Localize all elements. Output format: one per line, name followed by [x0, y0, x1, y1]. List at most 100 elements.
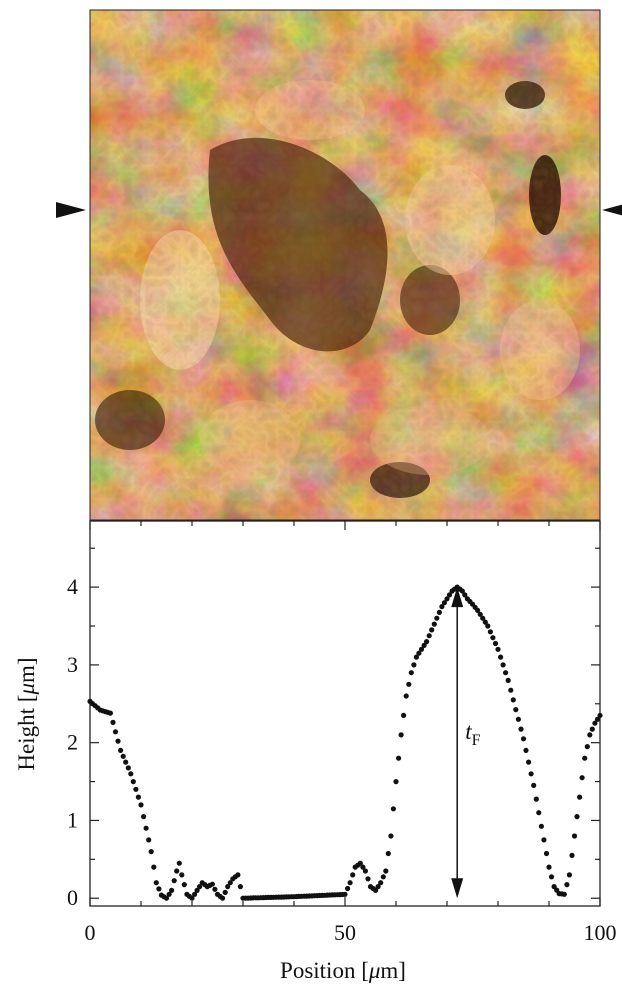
profile-point	[393, 779, 399, 785]
profile-point	[475, 607, 481, 614]
profile-point	[123, 759, 129, 765]
profile-point	[209, 881, 215, 887]
profile-point	[156, 886, 162, 892]
profile-point	[459, 588, 465, 594]
plot-frame	[89, 520, 601, 907]
profile-point	[138, 802, 144, 808]
afm-micrograph	[90, 10, 600, 520]
profile-point	[378, 880, 384, 886]
profile-point	[421, 642, 427, 649]
profile-point	[439, 604, 445, 610]
profile-point	[345, 885, 351, 892]
profile-point	[536, 810, 542, 816]
profile-point	[587, 732, 593, 738]
profile-point	[584, 744, 590, 750]
height-profile-plot: 0 50 100 0 1 2 3 4 tF	[67, 520, 617, 945]
profile-point	[197, 884, 203, 890]
profile-point	[360, 864, 366, 870]
profile-point	[365, 876, 371, 882]
profile-point	[403, 693, 409, 699]
profile-point	[130, 779, 136, 785]
profile-point	[115, 738, 121, 744]
profile-point	[546, 864, 552, 870]
profile-point	[531, 782, 537, 789]
profile-point	[533, 796, 539, 802]
profile-point	[375, 884, 381, 890]
profile-point	[566, 872, 573, 878]
y-tick-label: 0	[67, 885, 78, 910]
profile-point	[350, 872, 356, 878]
profile-point	[406, 681, 412, 687]
profile-point	[362, 868, 368, 874]
profile-point	[120, 753, 126, 759]
profile-point	[163, 895, 170, 901]
profile-point	[385, 850, 391, 857]
profile-point	[174, 868, 180, 874]
profile-point	[561, 891, 567, 897]
tick-labels: 0 50 100 0 1 2 3 4	[67, 574, 617, 945]
annotation-label: tF	[465, 719, 480, 749]
profile-point	[125, 765, 131, 771]
profile-point	[520, 736, 527, 742]
profile-point	[543, 850, 550, 857]
profile-point	[528, 771, 534, 777]
profile-point	[577, 794, 583, 800]
profile-point	[500, 662, 506, 668]
y-tick-label: 3	[67, 652, 78, 677]
profile-point	[141, 814, 147, 820]
profile-point	[482, 619, 488, 625]
profile-point	[225, 884, 231, 890]
profile-point	[194, 887, 200, 894]
profile-point	[426, 633, 432, 639]
scan-line-marker-left	[56, 202, 86, 218]
x-tick-label: 0	[85, 920, 96, 945]
profile-point	[592, 720, 598, 726]
profile-point	[401, 712, 407, 719]
profile-point	[538, 823, 545, 829]
profile-point	[118, 747, 124, 754]
profile-point	[462, 592, 468, 598]
axis-ticks	[89, 521, 601, 906]
profile-point	[574, 814, 580, 820]
profile-point	[490, 635, 496, 641]
profile-point	[444, 596, 450, 602]
profile-point	[383, 868, 389, 874]
profile-point	[235, 872, 241, 878]
profile-point	[485, 623, 491, 629]
profile-point	[418, 646, 425, 652]
profile-point	[477, 611, 483, 617]
profile-point	[594, 716, 601, 722]
profile-point	[388, 833, 394, 839]
profile-point	[135, 794, 141, 800]
profile-point	[416, 650, 422, 656]
profile-point	[515, 716, 522, 722]
data-points	[87, 584, 603, 901]
profile-point	[548, 874, 555, 880]
profile-point	[373, 887, 379, 894]
profile-point	[107, 710, 113, 716]
profile-point	[390, 806, 396, 812]
profile-point	[110, 719, 116, 726]
profile-point	[171, 878, 177, 884]
profile-point	[148, 849, 154, 855]
profile-point	[597, 712, 603, 719]
profile-point	[589, 726, 595, 732]
profile-point	[441, 600, 447, 606]
profile-point	[526, 759, 532, 765]
profile-point	[222, 889, 228, 896]
profile-point	[513, 707, 519, 713]
annotation-arrowhead-top	[451, 587, 464, 608]
profile-point	[398, 732, 404, 738]
profile-point	[498, 654, 504, 660]
profile-point	[181, 882, 187, 888]
profile-point	[189, 895, 195, 901]
profile-point	[424, 639, 430, 645]
profile-point	[579, 775, 585, 781]
y-axis-label: Height [μm]	[14, 657, 39, 770]
profile-point	[112, 729, 119, 735]
y-tick-label: 4	[67, 574, 78, 599]
y-tick-label: 2	[67, 730, 78, 755]
profile-point	[357, 860, 363, 866]
profile-point	[411, 662, 417, 668]
